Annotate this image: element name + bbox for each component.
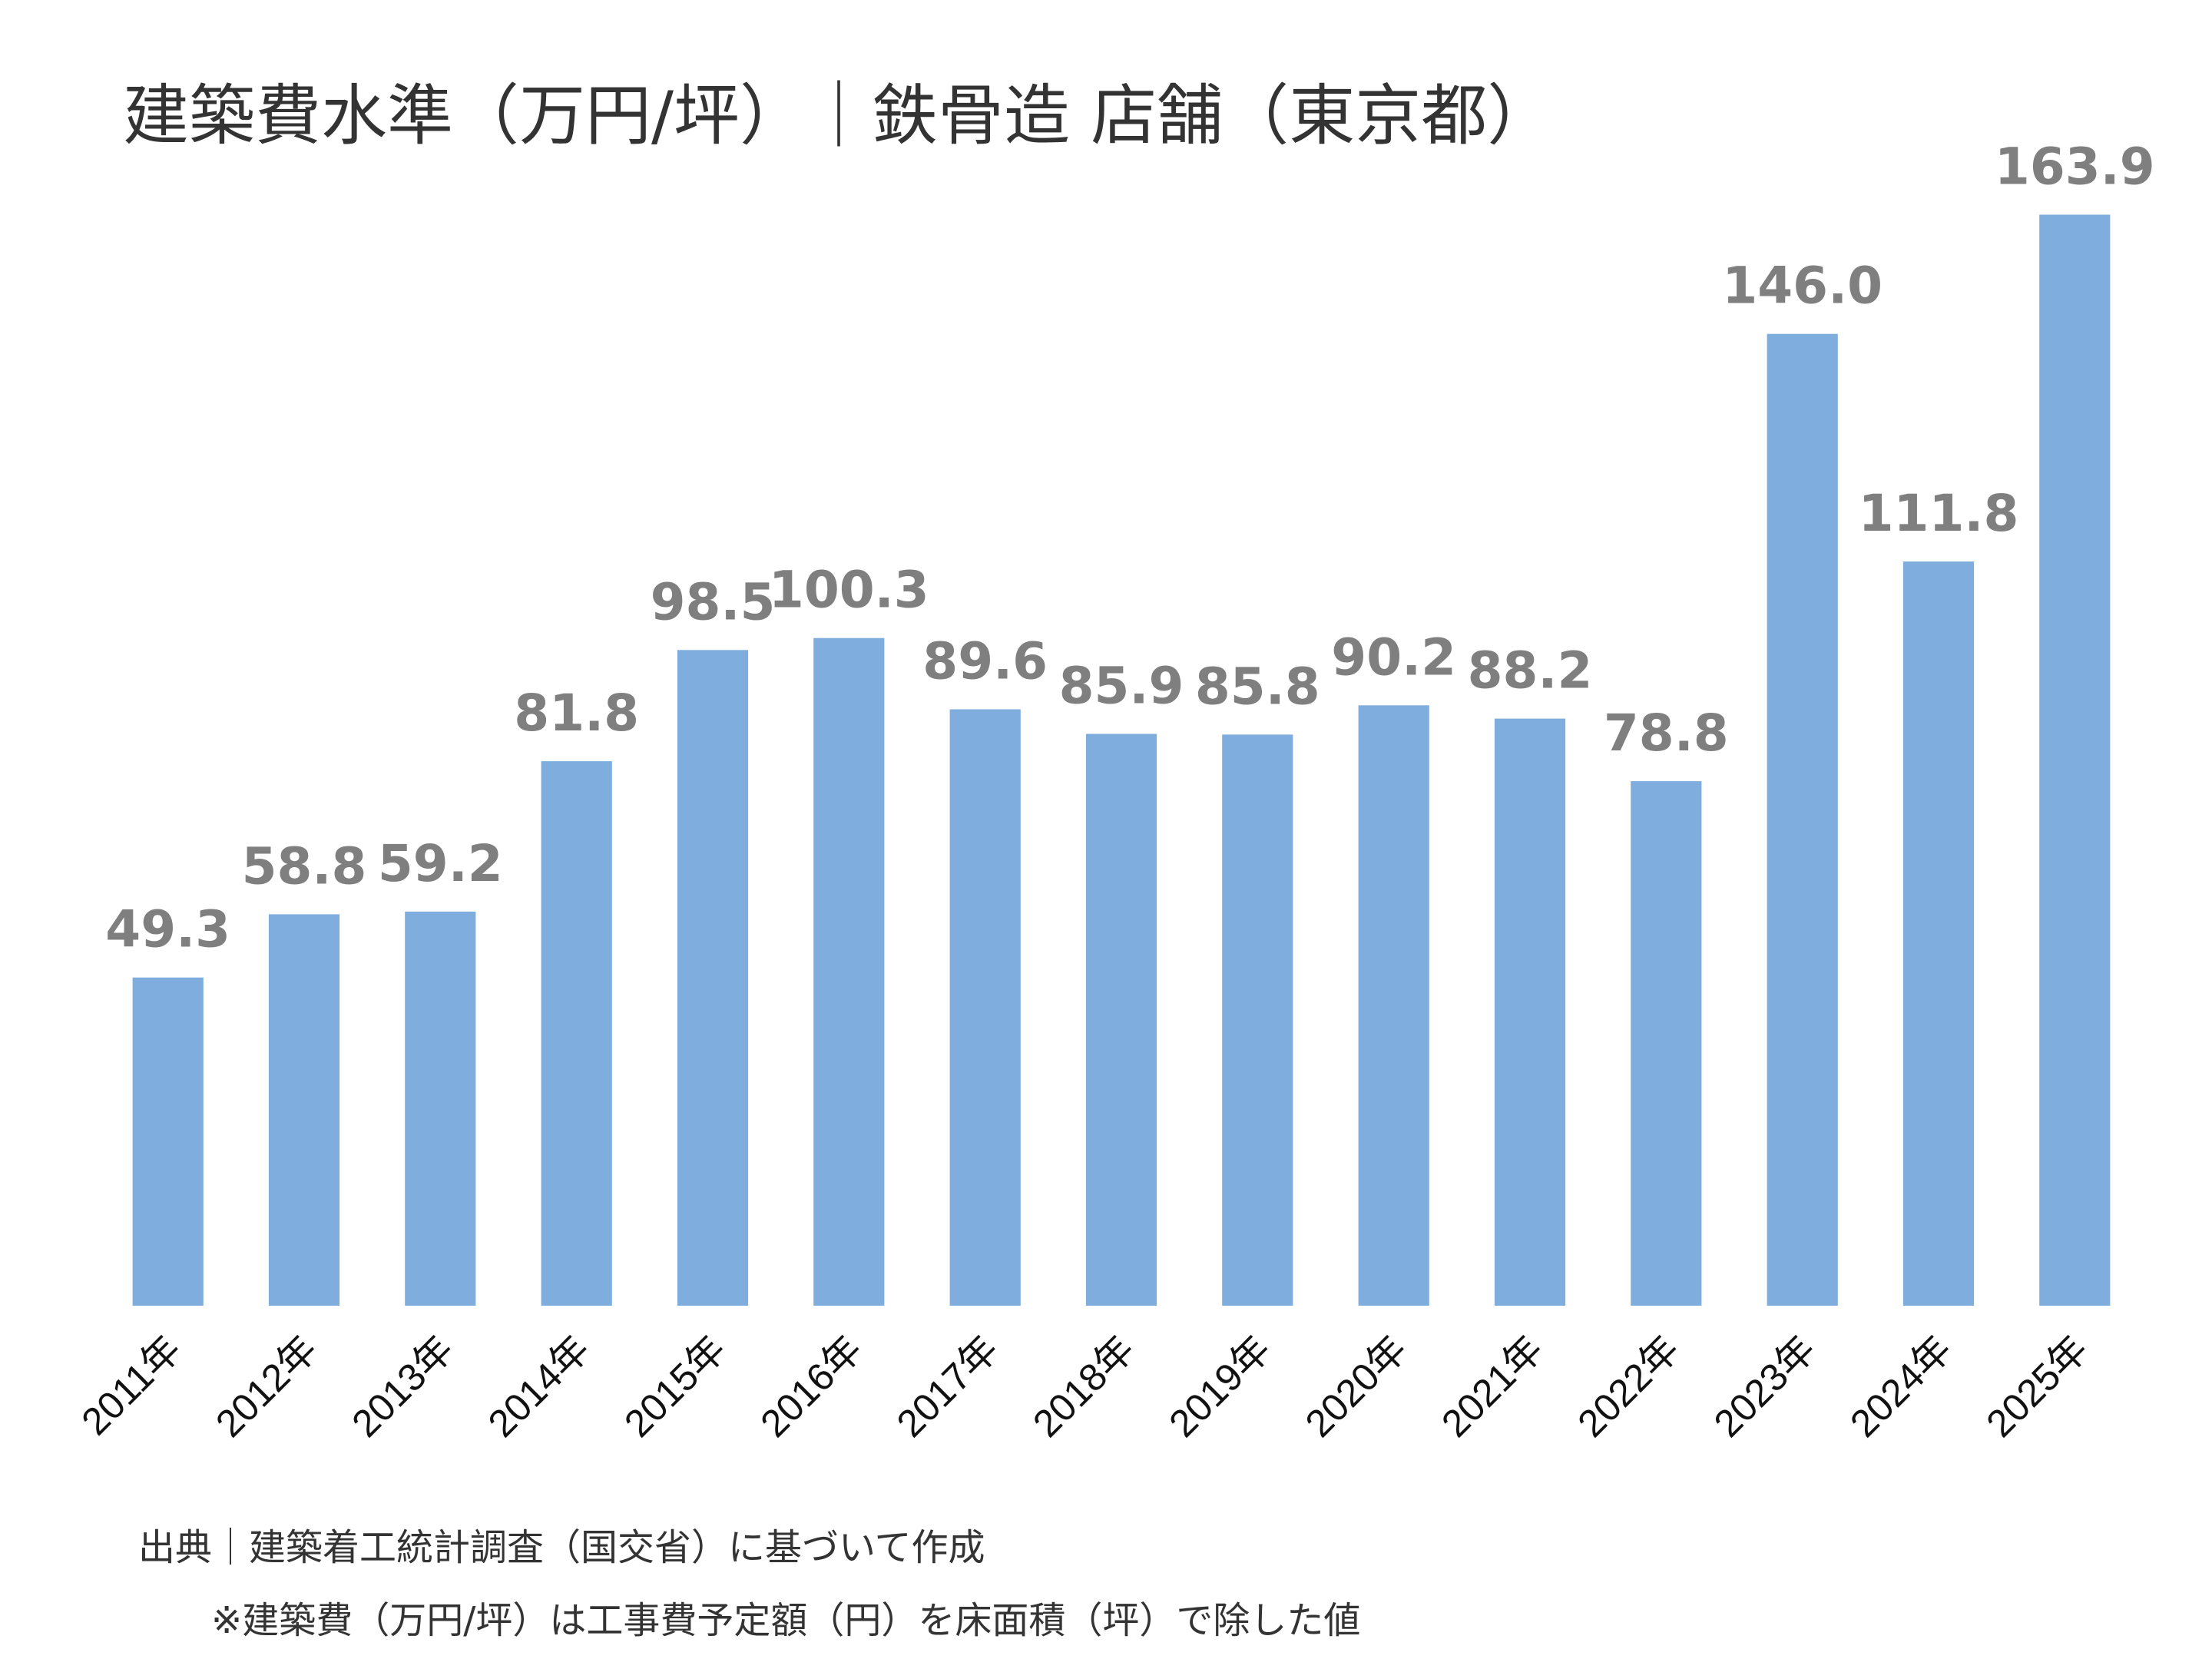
x-tick-2024年: 2024年 [1842, 1327, 1960, 1445]
value-label-2018年: 85.9 [1059, 657, 1184, 716]
x-tick-2014年: 2014年 [480, 1327, 598, 1445]
bar-2018年 [1085, 733, 1157, 1306]
value-label-2022年: 78.8 [1604, 704, 1729, 763]
x-tick-2012年: 2012年 [207, 1327, 326, 1445]
x-tick-2025年: 2025年 [1978, 1327, 2096, 1445]
bar-2025年 [2039, 214, 2111, 1306]
value-label-2013年: 59.2 [378, 834, 503, 893]
value-label-2023年: 146.0 [1722, 257, 1883, 316]
bar-2013年 [405, 911, 476, 1306]
x-tick-2019年: 2019年 [1161, 1327, 1279, 1445]
value-label-2012年: 58.8 [242, 836, 367, 896]
bar-2020年 [1358, 705, 1429, 1306]
x-tick-2020年: 2020年 [1297, 1327, 1416, 1445]
bar-2011年 [132, 977, 204, 1306]
bar-2024年 [1902, 561, 1975, 1306]
bar-2015年 [677, 650, 749, 1306]
bar-2022年 [1631, 781, 1702, 1306]
x-tick-2017年: 2017年 [889, 1327, 1007, 1445]
x-tick-2018年: 2018年 [1025, 1327, 1143, 1445]
x-tick-2022年: 2022年 [1569, 1327, 1687, 1445]
chart-title: 建築費水準（万円/坪）｜鉄骨造 店舗（東京都） [123, 78, 1554, 154]
value-label-2019年: 85.8 [1195, 657, 1320, 716]
value-label-2011年: 49.3 [105, 900, 230, 959]
value-label-2016年: 100.3 [769, 561, 929, 620]
x-tick-2013年: 2013年 [343, 1327, 462, 1445]
bar-2012年 [268, 914, 340, 1306]
value-label-2024年: 111.8 [1859, 484, 2019, 543]
x-tick-2011年: 2011年 [73, 1327, 189, 1443]
definition-note: ※建築費（万円/坪）は工事費予定額（円）を床面積（坪）で除した値 [211, 1599, 1361, 1642]
bar-2023年 [1767, 333, 1838, 1306]
x-tick-2023年: 2023年 [1706, 1327, 1824, 1445]
value-label-2025年: 163.9 [1995, 137, 2155, 197]
source-note: 出典｜建築着工統計調査（国交省）に基づいて作成 [138, 1526, 985, 1569]
value-label-2017年: 89.6 [922, 632, 1048, 691]
bar-2021年 [1494, 718, 1566, 1306]
value-label-2015年: 98.5 [651, 572, 776, 631]
bar-2016年 [813, 637, 885, 1306]
value-label-2014年: 81.8 [514, 684, 639, 743]
x-tick-2016年: 2016年 [752, 1327, 870, 1445]
value-label-2021年: 88.2 [1468, 641, 1593, 700]
bar-2017年 [949, 709, 1021, 1306]
x-tick-2021年: 2021年 [1433, 1327, 1551, 1445]
bar-2019年 [1222, 734, 1293, 1306]
bar-2014年 [541, 761, 612, 1306]
value-label-2020年: 90.2 [1331, 628, 1456, 687]
x-tick-2015年: 2015年 [616, 1327, 734, 1445]
